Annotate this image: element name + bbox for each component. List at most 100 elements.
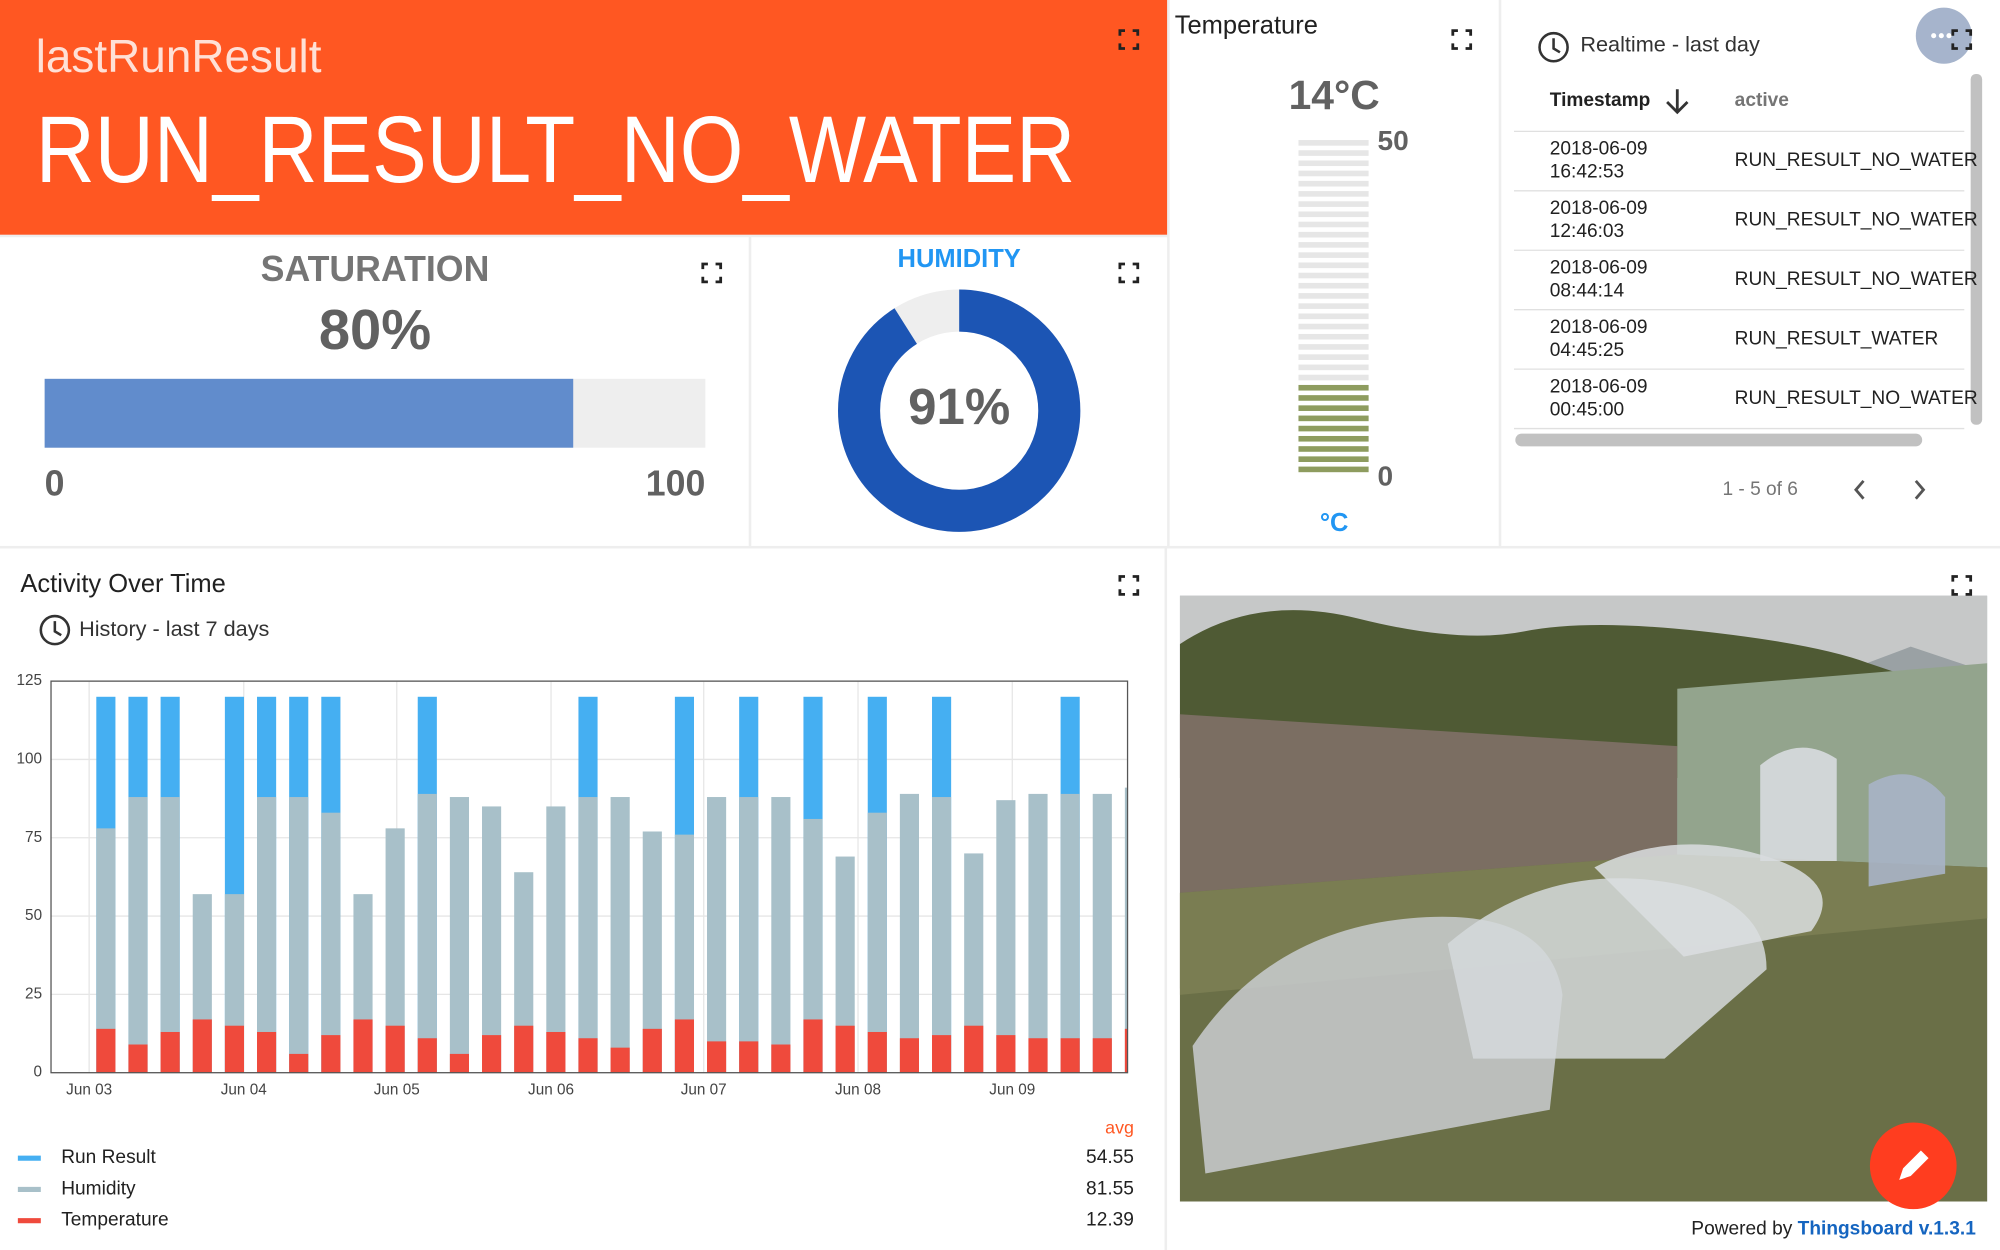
scale-stripe <box>1298 201 1369 207</box>
scale-stripe <box>1298 170 1369 177</box>
fullscreen-icon[interactable] <box>1951 29 1973 50</box>
progress-bar <box>44 378 574 448</box>
legend-label[interactable]: Humidity <box>61 1178 136 1199</box>
next-page[interactable] <box>1914 479 1926 500</box>
cell-date: 2018-06-09 <box>1550 376 1648 397</box>
cell-time: 16:42:53 <box>1550 162 1624 183</box>
level-stripe <box>1298 405 1369 411</box>
table-panel <box>1501 0 2000 546</box>
card-value: RUN_RESULT_NO_WATER <box>36 98 1076 203</box>
scale-stripe <box>1298 293 1369 299</box>
level-stripe <box>1298 456 1369 462</box>
scale-stripe <box>1298 180 1369 187</box>
bar <box>1028 1038 1048 1073</box>
bar <box>160 797 180 1073</box>
cell-time: 08:44:14 <box>1550 281 1625 302</box>
bar <box>1060 1038 1080 1073</box>
plot-frame <box>50 680 1129 1074</box>
bar <box>899 793 920 1073</box>
scale-stripe <box>1298 282 1369 289</box>
legend-avg: 12.39 <box>1086 1210 1134 1231</box>
cell-active: RUN_RESULT_NO_WATER <box>1735 210 1978 231</box>
clock-icon <box>1538 31 1569 63</box>
bar <box>1060 793 1080 1073</box>
bar <box>803 818 823 1073</box>
column-header[interactable]: active <box>1735 90 1789 111</box>
bar <box>257 1031 277 1073</box>
fullscreen-icon[interactable] <box>1451 29 1473 50</box>
bar <box>449 1053 470 1073</box>
bar <box>96 828 116 1073</box>
menu-button[interactable] <box>1915 7 1972 64</box>
donut-arc <box>838 289 1081 532</box>
scale-stripe <box>1298 231 1369 238</box>
bar <box>192 1019 212 1073</box>
bar <box>482 1035 502 1073</box>
clock-icon <box>39 614 71 646</box>
scale-stripe <box>1298 262 1369 269</box>
y-tick-label: 125 <box>17 672 43 689</box>
bar <box>996 800 1016 1073</box>
bar <box>642 1028 662 1073</box>
bar <box>353 1019 373 1073</box>
bar <box>578 1038 598 1073</box>
level-stripe <box>1298 446 1369 452</box>
cell-date: 2018-06-09 <box>1550 198 1648 219</box>
bar <box>674 1019 695 1073</box>
bar <box>289 1053 309 1073</box>
gauge-title: SATURATION <box>261 249 490 289</box>
bar <box>578 797 598 1073</box>
run-result-card <box>0 0 1168 235</box>
edit-button[interactable] <box>1869 1122 1957 1210</box>
bar <box>321 1035 341 1073</box>
pagination-label: 1 - 5 of 6 <box>1722 479 1797 500</box>
level-stripe <box>1298 425 1369 432</box>
fullscreen-icon[interactable] <box>1118 29 1140 50</box>
scale-stripe <box>1298 221 1369 228</box>
bar <box>964 853 984 1073</box>
fullscreen-icon[interactable] <box>1118 575 1140 596</box>
bar <box>385 1025 405 1073</box>
cell-time: 12:46:03 <box>1550 221 1624 242</box>
table-title: Realtime - last day <box>1580 32 1760 57</box>
bar <box>771 797 791 1073</box>
prev-page[interactable] <box>1854 479 1865 500</box>
tick-label: 50 <box>1378 125 1409 156</box>
fullscreen-icon[interactable] <box>1118 262 1140 284</box>
bar <box>964 1025 984 1073</box>
bar <box>417 793 437 1073</box>
fullscreen-icon[interactable] <box>1951 575 1973 596</box>
bar <box>867 1031 887 1073</box>
bar <box>385 828 405 1073</box>
cell-active: RUN_RESULT_NO_WATER <box>1735 269 1978 290</box>
cell-active: RUN_RESULT_NO_WATER <box>1735 388 1978 409</box>
scale-stripe <box>1298 252 1369 258</box>
legend-label[interactable]: Run Result <box>61 1147 156 1168</box>
sort-arrow[interactable] <box>1666 89 1689 115</box>
bar <box>128 797 148 1073</box>
y-tick-label: 50 <box>25 907 42 924</box>
legend-label[interactable]: Temperature <box>61 1210 168 1231</box>
temp-title: Temperature <box>1175 12 1318 40</box>
x-tick-label: Jun 04 <box>221 1082 267 1099</box>
legend-avg: 54.55 <box>1086 1147 1134 1168</box>
bar <box>321 812 341 1073</box>
fullscreen-icon[interactable] <box>701 262 723 284</box>
footer-link[interactable]: Thingsboard v.1.3.1 <box>1798 1219 1977 1240</box>
temp-value: 14°C <box>1289 72 1380 118</box>
x-tick-label: Jun 05 <box>374 1082 420 1099</box>
scale-stripe <box>1298 323 1369 330</box>
bar <box>289 797 309 1073</box>
bar <box>417 1038 437 1073</box>
h-scrollbar[interactable] <box>1515 433 1923 447</box>
plot <box>96 696 1128 1073</box>
bar <box>546 1031 566 1073</box>
footer-text: Powered by Thingsboard v.1.3.1 <box>1691 1219 1976 1240</box>
column-header[interactable]: Timestamp <box>1550 90 1651 111</box>
thermometer-level <box>1298 384 1369 473</box>
cell-date: 2018-06-09 <box>1550 258 1648 279</box>
v-scrollbar[interactable] <box>1970 73 1983 425</box>
garden-photo <box>1179 595 1988 1202</box>
bar <box>514 872 534 1073</box>
